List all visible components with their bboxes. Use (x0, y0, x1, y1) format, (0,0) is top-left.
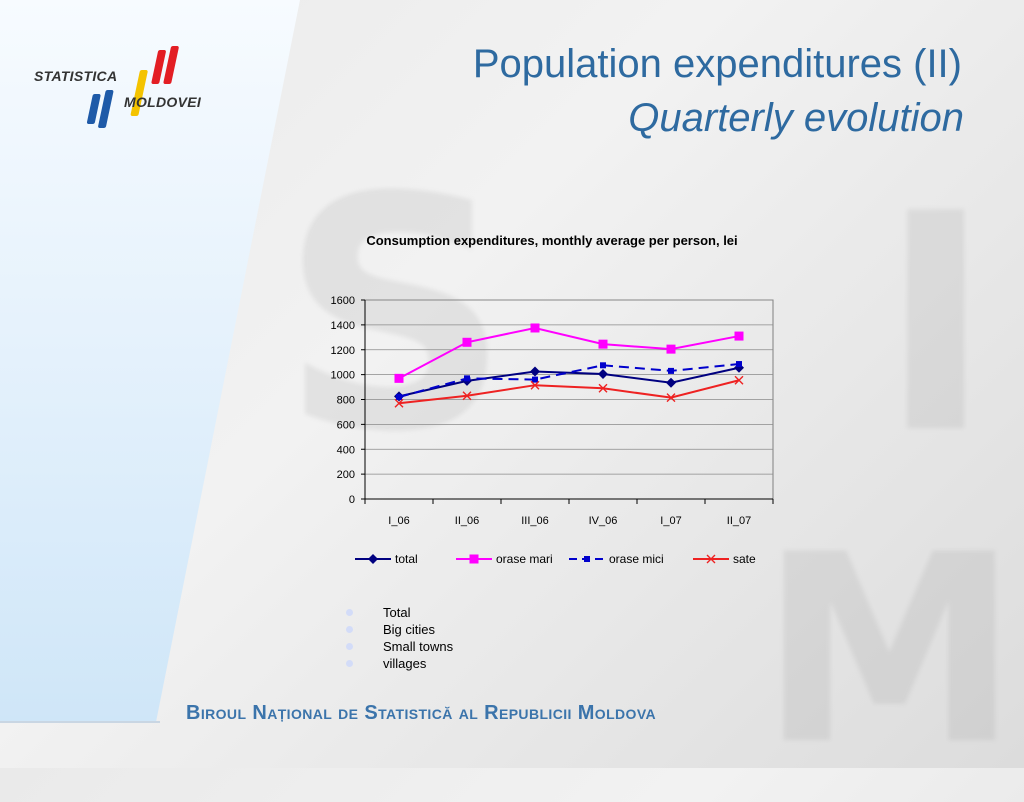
data-point (464, 375, 470, 382)
y-tick-label: 0 (349, 494, 355, 506)
logo-text-top: STATISTICA (34, 68, 118, 84)
data-point (532, 376, 538, 383)
line-chart: 0 200 400 600 800 1000 1200 1400 1600 I_06 II_06 II… (331, 295, 774, 566)
data-point (530, 380, 540, 390)
divider-line (0, 721, 160, 723)
data-point (598, 383, 608, 393)
data-point (530, 323, 540, 333)
bullet-text: Big cities (383, 622, 436, 637)
bullet-dot-icon (346, 660, 353, 667)
data-point (396, 394, 402, 401)
data-point (462, 391, 472, 401)
x-tick-label: IV_06 (589, 515, 618, 527)
legend-label: orase mici (609, 552, 664, 566)
data-point (666, 377, 676, 388)
data-point (734, 331, 744, 341)
legend-marker-icon (706, 554, 716, 564)
bullet-text: Small towns (383, 639, 454, 654)
data-point (394, 398, 404, 408)
series-line (398, 363, 740, 398)
watermark-shape: S (280, 130, 511, 502)
data-point (734, 375, 744, 385)
list-item: Small towns (346, 638, 453, 655)
x-tick-label: II_07 (727, 515, 751, 527)
list-item: villages (346, 655, 453, 672)
legend-marker-icon (584, 556, 590, 562)
data-point (530, 366, 540, 377)
data-point (736, 361, 742, 368)
legend-label: total (395, 552, 418, 566)
legend-label: sate (733, 552, 756, 566)
y-tick-label: 600 (337, 419, 355, 431)
bullet-dot-icon (346, 626, 353, 633)
series-line (398, 379, 740, 405)
logo-text-bottom: MOLDOVEI (124, 94, 202, 110)
watermark-shape: M (760, 500, 1019, 802)
series-line (398, 326, 740, 380)
series-line (398, 366, 740, 398)
logo-stripes (86, 46, 179, 128)
bullet-dot-icon (346, 643, 353, 650)
y-tick-label: 800 (337, 395, 355, 407)
list-item: Big cities (346, 621, 453, 638)
legend-marker-icon (469, 554, 479, 564)
bullet-text: Total (383, 605, 411, 620)
x-tick-label: I_07 (660, 515, 681, 527)
legend-label: orase mari (496, 552, 553, 566)
y-tick-label: 1200 (331, 345, 355, 357)
list-item: Total (346, 604, 453, 621)
y-tick-label: 200 (337, 469, 355, 481)
data-point (668, 367, 674, 374)
bullet-dot-icon (346, 609, 353, 616)
data-point (600, 362, 606, 369)
data-point (666, 344, 676, 354)
bullet-text: villages (383, 656, 427, 671)
x-tick-label: III_06 (521, 515, 549, 527)
x-tick-label: II_06 (455, 515, 479, 527)
legend-marker-icon (368, 554, 378, 564)
y-tick-label: 400 (337, 444, 355, 456)
data-point (598, 369, 608, 380)
chart-title: Consumption expenditures, monthly averag… (366, 233, 738, 248)
footer-org-name: Biroul Național de Statistică al Republi… (186, 702, 657, 724)
x-tick-label: I_06 (388, 515, 409, 527)
y-tick-label: 1600 (331, 295, 355, 307)
y-tick-label: 1000 (331, 370, 355, 382)
data-point (598, 339, 608, 349)
data-point (666, 393, 676, 403)
bullet-list: Total Big cities Small towns villages (346, 604, 453, 672)
data-point (462, 337, 472, 347)
page-subtitle: Quarterly evolution (628, 96, 964, 140)
page-title: Population expenditures (II) (472, 42, 962, 86)
watermark-shape: I (880, 150, 992, 499)
logo: STATISTICA MOLDOVEI (30, 42, 230, 138)
y-tick-label: 1400 (331, 320, 355, 332)
data-point (394, 373, 404, 383)
